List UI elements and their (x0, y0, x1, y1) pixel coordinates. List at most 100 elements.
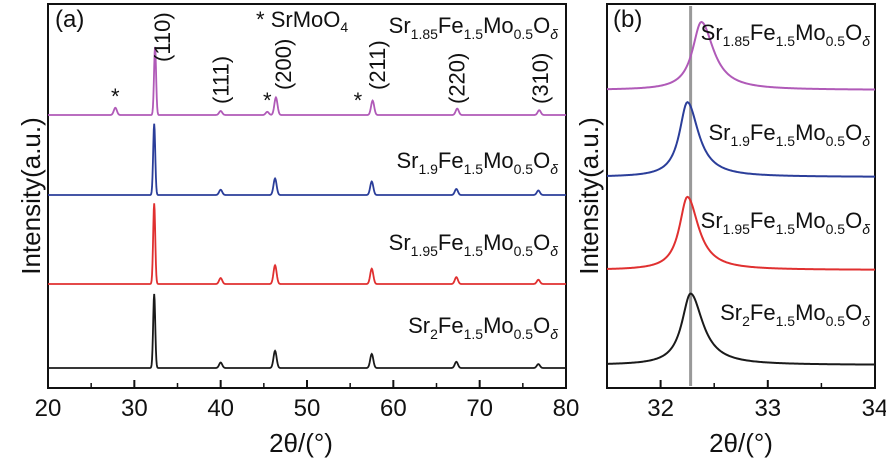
panel-b-series (606, 20, 876, 366)
panel-b-tick-label: 32 (647, 395, 674, 422)
panel-a-tick-label: 70 (466, 395, 493, 422)
panel-b-series-label-part: Sr (720, 300, 742, 325)
panel-a-series-label-part: Mo (483, 13, 514, 38)
panel-b-series-label-part: 1.5 (776, 221, 796, 237)
panel-b-series-labels: Sr1.85Fe1.5Mo0.5OδSr1.9Fe1.5Mo0.5OδSr1.9… (701, 20, 871, 329)
panel-a-series-label-part: 0.5 (514, 243, 534, 259)
panel-b-series-label-part: Mo (795, 20, 826, 45)
panel-b-series-label-part: 0.5 (826, 221, 846, 237)
panel-b-series-line (606, 292, 876, 366)
panel-b-series-label-part: 1.5 (776, 133, 796, 149)
panel-a-hkl-label: (111) (209, 56, 234, 104)
panel-b-series-label-part: 0.5 (826, 313, 846, 329)
panel-a-x-ticks: 20 30 40 50 60 70 80 (35, 380, 580, 422)
panel-b-ylabel: Intensity(a.u.) (574, 117, 604, 275)
panel-a-series-label: Sr1.95Fe1.5Mo0.5Oδ (389, 230, 559, 259)
panel-a-hkl-label: (310) (528, 53, 553, 104)
panel-a-series-label-part: Sr (389, 13, 411, 38)
panel-a-series-label-part: 1.5 (464, 161, 484, 177)
panel-b-series-label-part: δ (862, 221, 870, 237)
panel-a-series-label-part: 0.5 (514, 26, 534, 42)
srmoo4-legend-star: * (256, 7, 265, 32)
panel-b-frame (606, 3, 876, 389)
panel-a-tick-label: 60 (380, 395, 407, 422)
panel-a-series-label: Sr1.85Fe1.5Mo0.5Oδ (389, 13, 559, 42)
panel-b-series-label: Sr2Fe1.5Mo0.5Oδ (720, 300, 870, 329)
panel-b-series-label-part: 0.5 (826, 133, 846, 149)
panel-a-series-label-part: O (533, 313, 550, 338)
panel-b-series-label: Sr1.9Fe1.5Mo0.5Oδ (708, 120, 870, 149)
panel-b-series-label: Sr1.95Fe1.5Mo0.5Oδ (701, 208, 871, 237)
panel-b-series-label-part: δ (862, 313, 870, 329)
panel-a: (a) 2θ/(°) Intensity(a.u.) 20 30 40 50 60 70 8… (16, 3, 580, 458)
panel-b-series-label-part: 1.5 (776, 33, 796, 49)
panel-b-series-label-part: O (845, 300, 862, 325)
panel-b-series-label-part: δ (862, 33, 870, 49)
panel-a-series-label-part: O (533, 13, 550, 38)
panel-a-series-label-part: Mo (483, 148, 514, 173)
panel-a-tick-label: 20 (35, 395, 62, 422)
srmoo4-legend: * SrMoO4 (256, 7, 348, 35)
panel-a-annotations: *(110)(111) *(200)*(211) (220) (310) (111, 12, 553, 113)
panel-a-series-labels: Sr1.85Fe1.5Mo0.5OδSr1.9Fe1.5Mo0.5OδSr1.9… (389, 13, 559, 342)
panel-a-star: * (111, 84, 120, 109)
panel-b-series-label-part: 0.5 (826, 33, 846, 49)
panel-a-series-line (48, 46, 566, 116)
panel-a-series-label-part: 1.5 (464, 326, 484, 342)
panel-a-series-label-part: 1.9 (418, 161, 438, 177)
panel-a-ylabel: Intensity(a.u.) (16, 117, 46, 275)
panel-a-series-label-part: 0.5 (514, 161, 534, 177)
panel-b-series-label-part: 2 (742, 313, 750, 329)
panel-a-series-label-part: O (533, 230, 550, 255)
panel-b-series-label-part: 1.5 (776, 313, 796, 329)
panel-a-tick-label: 40 (207, 395, 234, 422)
panel-b-series-label-part: 1.95 (723, 221, 750, 237)
panel-b-series-label-part: Fe (750, 208, 776, 233)
panel-a-series-label-part: 0.5 (514, 326, 534, 342)
panel-a-tick-label: 50 (294, 395, 321, 422)
panel-b-series-label-part: Fe (750, 120, 776, 145)
panel-b-series-line (606, 20, 875, 91)
srmoo4-legend-sub: 4 (340, 19, 348, 35)
panel-a-series-label-part: δ (550, 26, 558, 42)
panel-a-series-label-part: Fe (438, 13, 464, 38)
panel-b-series-label: Sr1.85Fe1.5Mo0.5Oδ (701, 20, 871, 49)
panel-a-hkl-label: (110) (150, 12, 175, 62)
panel-a-series-label-part: 1.5 (464, 26, 484, 42)
panel-a-series-label-part: Mo (483, 230, 514, 255)
panel-b-label: (b) (613, 6, 642, 33)
panel-a-series-label-part: 2 (430, 326, 438, 342)
panel-a-series-label-part: δ (550, 326, 558, 342)
panel-a-series (48, 46, 566, 369)
panel-b-xlabel: 2θ/(°) (709, 428, 773, 458)
panel-a-series-label-part: Fe (438, 148, 464, 173)
srmoo4-legend-text: SrMoO (271, 7, 341, 32)
panel-a-tick-label: 30 (121, 395, 148, 422)
panel-b-series-label-part: 1.9 (730, 133, 750, 149)
panel-b-series-label-part: O (845, 20, 862, 45)
panel-b-series-line (606, 195, 876, 271)
panel-a-series-label-part: 1.85 (411, 26, 438, 42)
panel-a-tick-label: 80 (553, 395, 580, 422)
panel-b-series-label-part: Fe (750, 300, 776, 325)
panel-a-hkl-label: (220) (444, 53, 469, 104)
panel-a-series-label-part: Fe (438, 313, 464, 338)
panel-a-hkl-label: (200) (271, 39, 296, 90)
panel-b-series-label-part: O (845, 208, 862, 233)
panel-a-series-label-part: 1.5 (464, 243, 484, 259)
panel-b-series-line (606, 101, 875, 178)
panel-a-series-line (48, 123, 566, 196)
panel-a-series-line (48, 203, 566, 285)
panel-a-hkl-label: (211) (365, 40, 390, 90)
panel-a-series-label-part: Mo (483, 313, 514, 338)
panel-b-series-label-part: Sr (708, 120, 730, 145)
panel-b-x-ticks: 32 33 34 (647, 380, 886, 422)
panel-a-star: * (263, 88, 272, 113)
panel-a-series-line (48, 293, 566, 369)
panel-a-series-label-part: Fe (438, 230, 464, 255)
panel-a-series-label-part: Sr (396, 148, 418, 173)
panel-b-series-label-part: Sr (701, 20, 723, 45)
panel-a-series-label-part: O (533, 148, 550, 173)
panel-b-tick-label: 34 (862, 395, 886, 422)
